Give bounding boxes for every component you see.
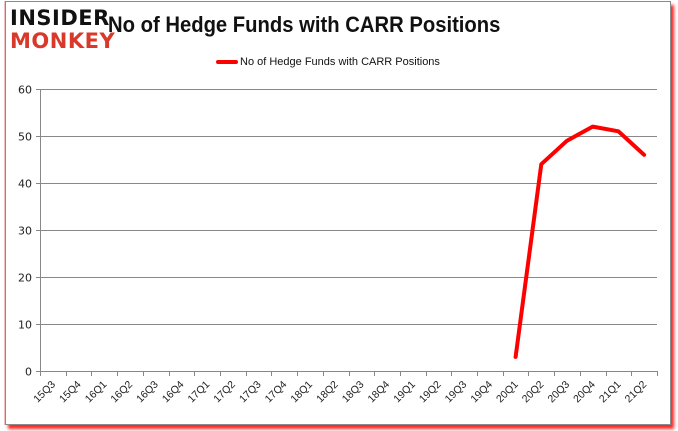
y-tick-label: 40 bbox=[18, 178, 32, 191]
data-line bbox=[513, 124, 647, 359]
y-tick-label: 20 bbox=[18, 272, 32, 285]
legend-label: No of Hedge Funds with CARR Positions bbox=[240, 56, 440, 68]
legend-line-swatch bbox=[216, 60, 238, 64]
y-tick-label: 0 bbox=[25, 366, 32, 379]
y-tick-label: 50 bbox=[18, 131, 32, 144]
logo-line-2: MONKEY bbox=[10, 29, 116, 53]
y-axis-ticks: 0 10 20 30 40 50 60 bbox=[18, 84, 32, 379]
x-tick-label: 17Q3 bbox=[237, 379, 264, 406]
x-tick-label: 21Q2 bbox=[623, 379, 650, 406]
y-tick-label: 10 bbox=[18, 319, 32, 332]
x-tick-label: 17Q4 bbox=[263, 379, 290, 406]
x-axis-tick-labels: 15Q3 15Q4 16Q1 16Q2 16Q3 16Q4 17Q1 17Q2 17Q3 17Q4… bbox=[31, 379, 649, 406]
x-tick-label: 15Q3 bbox=[31, 379, 58, 406]
x-tick-label: 17Q1 bbox=[186, 379, 213, 406]
x-tick-label: 19Q3 bbox=[443, 379, 470, 406]
x-tick-label: 16Q4 bbox=[160, 379, 187, 406]
chart-title: No of Hedge Funds with CARR Positions bbox=[108, 12, 501, 37]
logo-line-1: INSIDER bbox=[10, 6, 110, 30]
x-tick-label: 18Q4 bbox=[366, 379, 393, 406]
x-tick-label: 17Q2 bbox=[211, 379, 238, 406]
x-tick-label: 16Q2 bbox=[108, 379, 135, 406]
y-tick-label: 60 bbox=[18, 84, 32, 97]
x-tick-label: 19Q1 bbox=[391, 379, 418, 406]
x-tick-label: 19Q4 bbox=[468, 379, 495, 406]
x-tick-label: 18Q3 bbox=[340, 379, 367, 406]
x-tick-label: 18Q1 bbox=[288, 379, 315, 406]
y-tick-label: 30 bbox=[18, 225, 32, 238]
x-tick-label: 16Q1 bbox=[83, 379, 110, 406]
x-tick-label: 19Q2 bbox=[417, 379, 444, 406]
insider-monkey-logo: INSIDER MONKEY bbox=[10, 7, 128, 55]
x-tick-label: 20Q1 bbox=[494, 379, 521, 406]
x-tick-label: 15Q4 bbox=[57, 379, 84, 406]
x-tick-label: 21Q1 bbox=[597, 379, 624, 406]
x-tick-label: 16Q3 bbox=[134, 379, 161, 406]
x-axis bbox=[40, 89, 658, 376]
x-tick-label: 20Q2 bbox=[520, 379, 547, 406]
chart-frame bbox=[5, 1, 671, 425]
gridlines bbox=[36, 89, 657, 372]
x-tick-label: 20Q4 bbox=[571, 379, 598, 406]
x-tick-label: 18Q2 bbox=[314, 379, 341, 406]
legend: No of Hedge Funds with CARR Positions bbox=[216, 54, 440, 70]
x-tick-label: 20Q3 bbox=[545, 379, 572, 406]
